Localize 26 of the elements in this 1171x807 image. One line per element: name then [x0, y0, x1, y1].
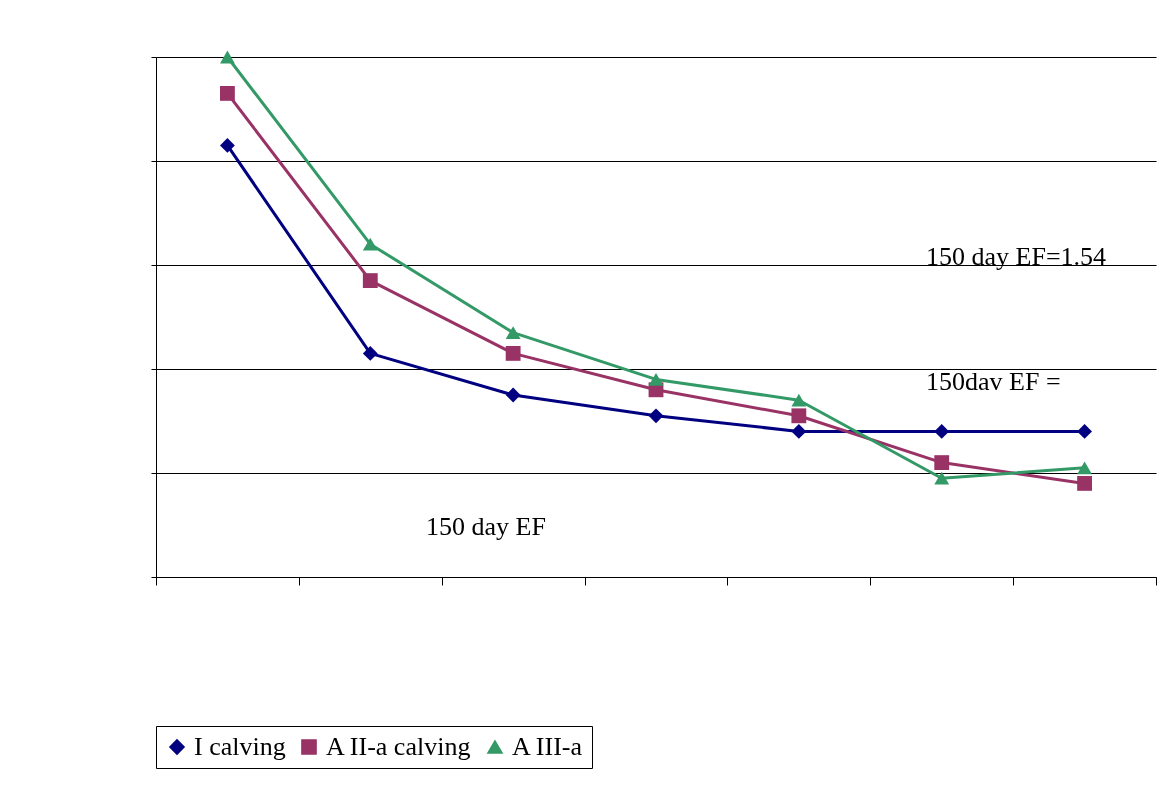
- point: [1077, 461, 1092, 475]
- annotation: 150dav EF =: [926, 367, 1061, 396]
- point: [791, 423, 807, 439]
- point: [934, 455, 950, 471]
- point: [791, 393, 807, 407]
- legend-label: A II-a calving: [326, 732, 471, 761]
- point: [220, 85, 235, 101]
- point: [505, 345, 521, 361]
- point: [505, 387, 521, 403]
- point: [220, 50, 235, 64]
- legend-label: I calving: [194, 732, 286, 761]
- point: [1077, 423, 1092, 439]
- legend-label: A III-a: [512, 732, 583, 761]
- point: [791, 408, 807, 424]
- annotation: 150 day EF=1.54: [926, 242, 1107, 271]
- point: [220, 137, 235, 153]
- point: [648, 372, 664, 386]
- point: [362, 345, 378, 361]
- point: [648, 408, 664, 424]
- point: [362, 237, 378, 251]
- point: [934, 471, 950, 485]
- point: [1077, 475, 1092, 491]
- point: [934, 423, 950, 439]
- point: [505, 326, 521, 340]
- annotation: 150 day EF: [426, 512, 546, 541]
- point: [362, 273, 378, 289]
